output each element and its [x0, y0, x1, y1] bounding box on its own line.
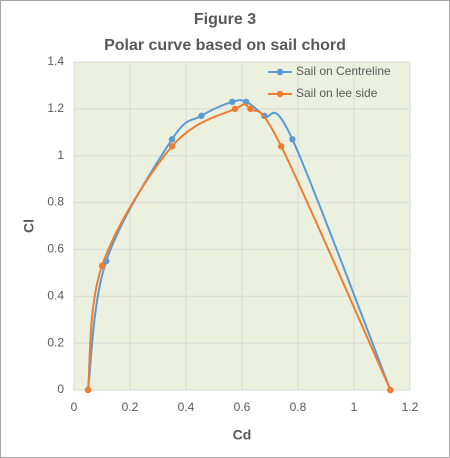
y-tick-label: 0.4	[47, 288, 64, 302]
y-tick-label: 1	[57, 148, 64, 162]
x-tick-label: 1.2	[402, 400, 419, 414]
y-tick-label: 0.8	[47, 195, 64, 209]
data-point	[231, 105, 239, 113]
chart-title: Figure 3	[194, 11, 256, 28]
data-point	[387, 386, 394, 394]
x-tick-label: 0.8	[290, 400, 307, 414]
y-tick-label: 1.2	[47, 101, 64, 115]
data-point	[198, 112, 205, 120]
data-point	[229, 98, 236, 106]
y-tick-label: 0.2	[47, 335, 64, 349]
y-axis-title: Cl	[21, 219, 37, 233]
legend-marker	[276, 68, 284, 76]
data-point	[98, 262, 106, 270]
x-tick-label: 0.6	[234, 400, 251, 414]
data-point	[289, 136, 296, 143]
y-tick-label: 0	[57, 382, 64, 396]
y-tick-label: 1.4	[47, 54, 64, 68]
data-point	[84, 386, 92, 394]
legend-label: Sail on Centreline	[296, 64, 391, 78]
x-tick-label: 0.4	[178, 400, 195, 414]
data-point	[278, 143, 285, 150]
chart-subtitle: Polar curve based on sail chord	[104, 37, 346, 54]
x-tick-label: 1	[351, 400, 358, 414]
data-point	[168, 136, 176, 143]
y-tick-label: 0.6	[47, 242, 64, 256]
data-point	[247, 105, 254, 113]
legend-marker	[276, 90, 284, 98]
x-axis-title: Cd	[233, 427, 252, 443]
data-point	[168, 143, 176, 150]
x-tick-label: 0	[71, 400, 78, 414]
legend-label: Sail on lee side	[296, 86, 378, 100]
x-tick-label: 0.2	[122, 400, 139, 414]
